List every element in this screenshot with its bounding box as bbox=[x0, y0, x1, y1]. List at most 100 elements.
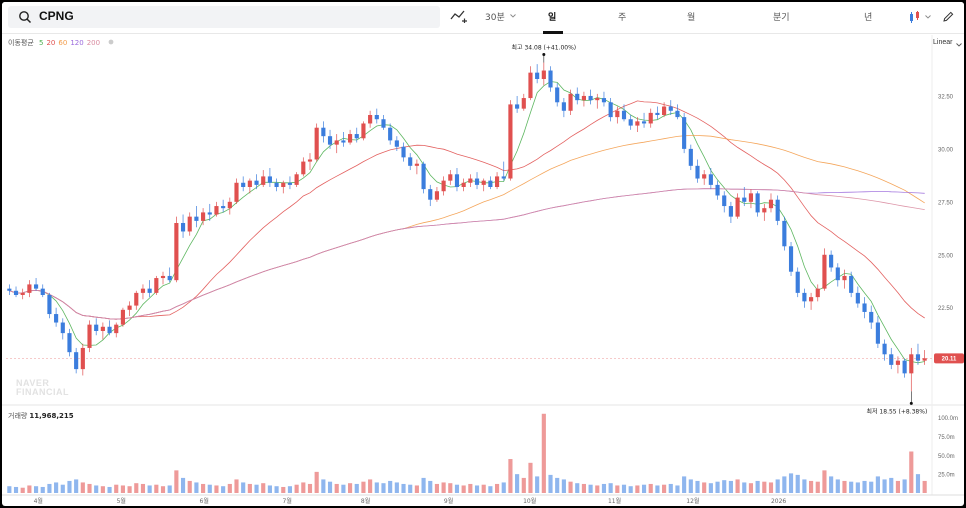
volume-bar bbox=[234, 479, 239, 493]
candle-body bbox=[742, 197, 747, 202]
volume-bar bbox=[408, 484, 413, 493]
x-axis-label: 2026 bbox=[771, 498, 786, 505]
volume-bar bbox=[915, 474, 921, 493]
volume-bar bbox=[394, 482, 399, 493]
candle-body bbox=[822, 254, 827, 289]
volume-bar bbox=[13, 486, 19, 493]
ma-legend-item[interactable]: 120 bbox=[70, 39, 84, 47]
volume-bar bbox=[381, 483, 386, 493]
ma-legend-item[interactable]: 60 bbox=[58, 39, 68, 47]
price-tick: 30.00 bbox=[938, 147, 954, 153]
volume-bar bbox=[755, 480, 760, 493]
candle-body bbox=[434, 191, 440, 200]
ma-legend-item[interactable]: 20 bbox=[46, 39, 56, 47]
pencil-icon[interactable] bbox=[943, 11, 954, 22]
volume-bar bbox=[454, 484, 460, 493]
volume-bar bbox=[862, 480, 867, 493]
candle-body bbox=[575, 93, 580, 101]
volume-bar bbox=[327, 481, 333, 493]
candle-body bbox=[134, 292, 139, 306]
volume-bar bbox=[588, 484, 593, 493]
tab-week[interactable]: 주 bbox=[618, 13, 627, 23]
x-axis-label: 5월 bbox=[117, 497, 126, 505]
candle-body bbox=[548, 70, 553, 88]
price-tick: 22.50 bbox=[938, 306, 954, 312]
volume-bar bbox=[120, 485, 125, 493]
tab-year[interactable]: 년 bbox=[864, 13, 873, 23]
x-axis-label: 6월 bbox=[200, 497, 209, 505]
active-tab-indicator bbox=[543, 31, 563, 34]
candle-body bbox=[715, 184, 720, 196]
volume-bar bbox=[401, 483, 406, 493]
candle-body bbox=[835, 267, 840, 281]
tab-day[interactable]: 일 bbox=[548, 13, 557, 23]
candle-body bbox=[274, 182, 279, 187]
volume-bar bbox=[795, 474, 800, 493]
candle-type-icon[interactable] bbox=[909, 11, 921, 23]
candle-body bbox=[47, 295, 52, 315]
candle-body bbox=[127, 305, 132, 310]
volume-bar bbox=[621, 484, 627, 493]
volume-bar bbox=[742, 482, 747, 493]
volume-bar bbox=[221, 486, 226, 493]
low-marker-dot bbox=[909, 401, 913, 405]
candle-body bbox=[528, 72, 533, 99]
candle-body bbox=[448, 174, 453, 181]
ma-legend-item[interactable]: 200 bbox=[86, 39, 101, 47]
volume-bar bbox=[762, 481, 767, 493]
candle-body bbox=[408, 157, 413, 166]
volume-bar bbox=[414, 485, 419, 493]
candle-body bbox=[94, 324, 99, 331]
candle-body bbox=[728, 206, 733, 217]
volume-bar bbox=[501, 482, 506, 493]
candle-body bbox=[314, 127, 319, 160]
volume-bar bbox=[281, 486, 286, 493]
candle-body bbox=[187, 216, 192, 232]
candle-body bbox=[615, 110, 620, 118]
price-chart[interactable]: 32.50 30.00 27.50 25.00 22.50 최고 34.08 (+41.0… bbox=[2, 35, 964, 506]
volume-bar bbox=[508, 459, 513, 493]
volume-bar bbox=[348, 483, 353, 493]
candle-body bbox=[201, 212, 206, 221]
tab-quarter[interactable]: 분기 bbox=[773, 13, 790, 23]
candle-body bbox=[140, 288, 146, 293]
settings-icon[interactable] bbox=[108, 39, 114, 45]
candle-body bbox=[675, 110, 680, 118]
volume-bar bbox=[374, 482, 379, 493]
candle-body bbox=[815, 288, 820, 298]
candle-body bbox=[194, 216, 199, 221]
volume-tick: 75.0m bbox=[938, 435, 955, 441]
x-axis-label: 11월 bbox=[608, 497, 621, 505]
volume-bar bbox=[809, 480, 814, 493]
volume-bar bbox=[261, 483, 266, 493]
x-axis-label: 7월 bbox=[283, 497, 292, 505]
candle-body bbox=[54, 314, 59, 323]
volume-bar bbox=[361, 481, 366, 493]
symbol-search[interactable]: CPNG bbox=[8, 6, 440, 28]
volume-bar bbox=[895, 480, 901, 493]
candle-body bbox=[601, 98, 607, 103]
candle-body bbox=[207, 212, 212, 215]
search-icon bbox=[19, 11, 32, 24]
volume-bar bbox=[882, 479, 887, 493]
interval-select[interactable]: 30분 bbox=[485, 13, 505, 23]
volume-bar bbox=[368, 479, 373, 493]
volume-bar bbox=[815, 481, 820, 493]
volume-bar bbox=[201, 483, 206, 493]
candle-body bbox=[849, 275, 854, 293]
candle-body bbox=[174, 223, 179, 281]
candle-body bbox=[414, 163, 419, 166]
volume-bar bbox=[748, 483, 754, 493]
candle-body bbox=[621, 110, 627, 120]
volume-bar bbox=[481, 484, 486, 493]
candle-body bbox=[682, 117, 687, 149]
volume-bar bbox=[728, 480, 733, 493]
tab-month[interactable]: 월 bbox=[687, 13, 696, 23]
candle-body bbox=[261, 176, 266, 185]
add-indicator-icon[interactable] bbox=[450, 9, 468, 23]
ma-legend-item[interactable]: 5 bbox=[39, 39, 44, 47]
volume-bar bbox=[140, 483, 146, 493]
scale-select[interactable]: Linear bbox=[933, 39, 953, 46]
volume-bar bbox=[775, 479, 780, 493]
